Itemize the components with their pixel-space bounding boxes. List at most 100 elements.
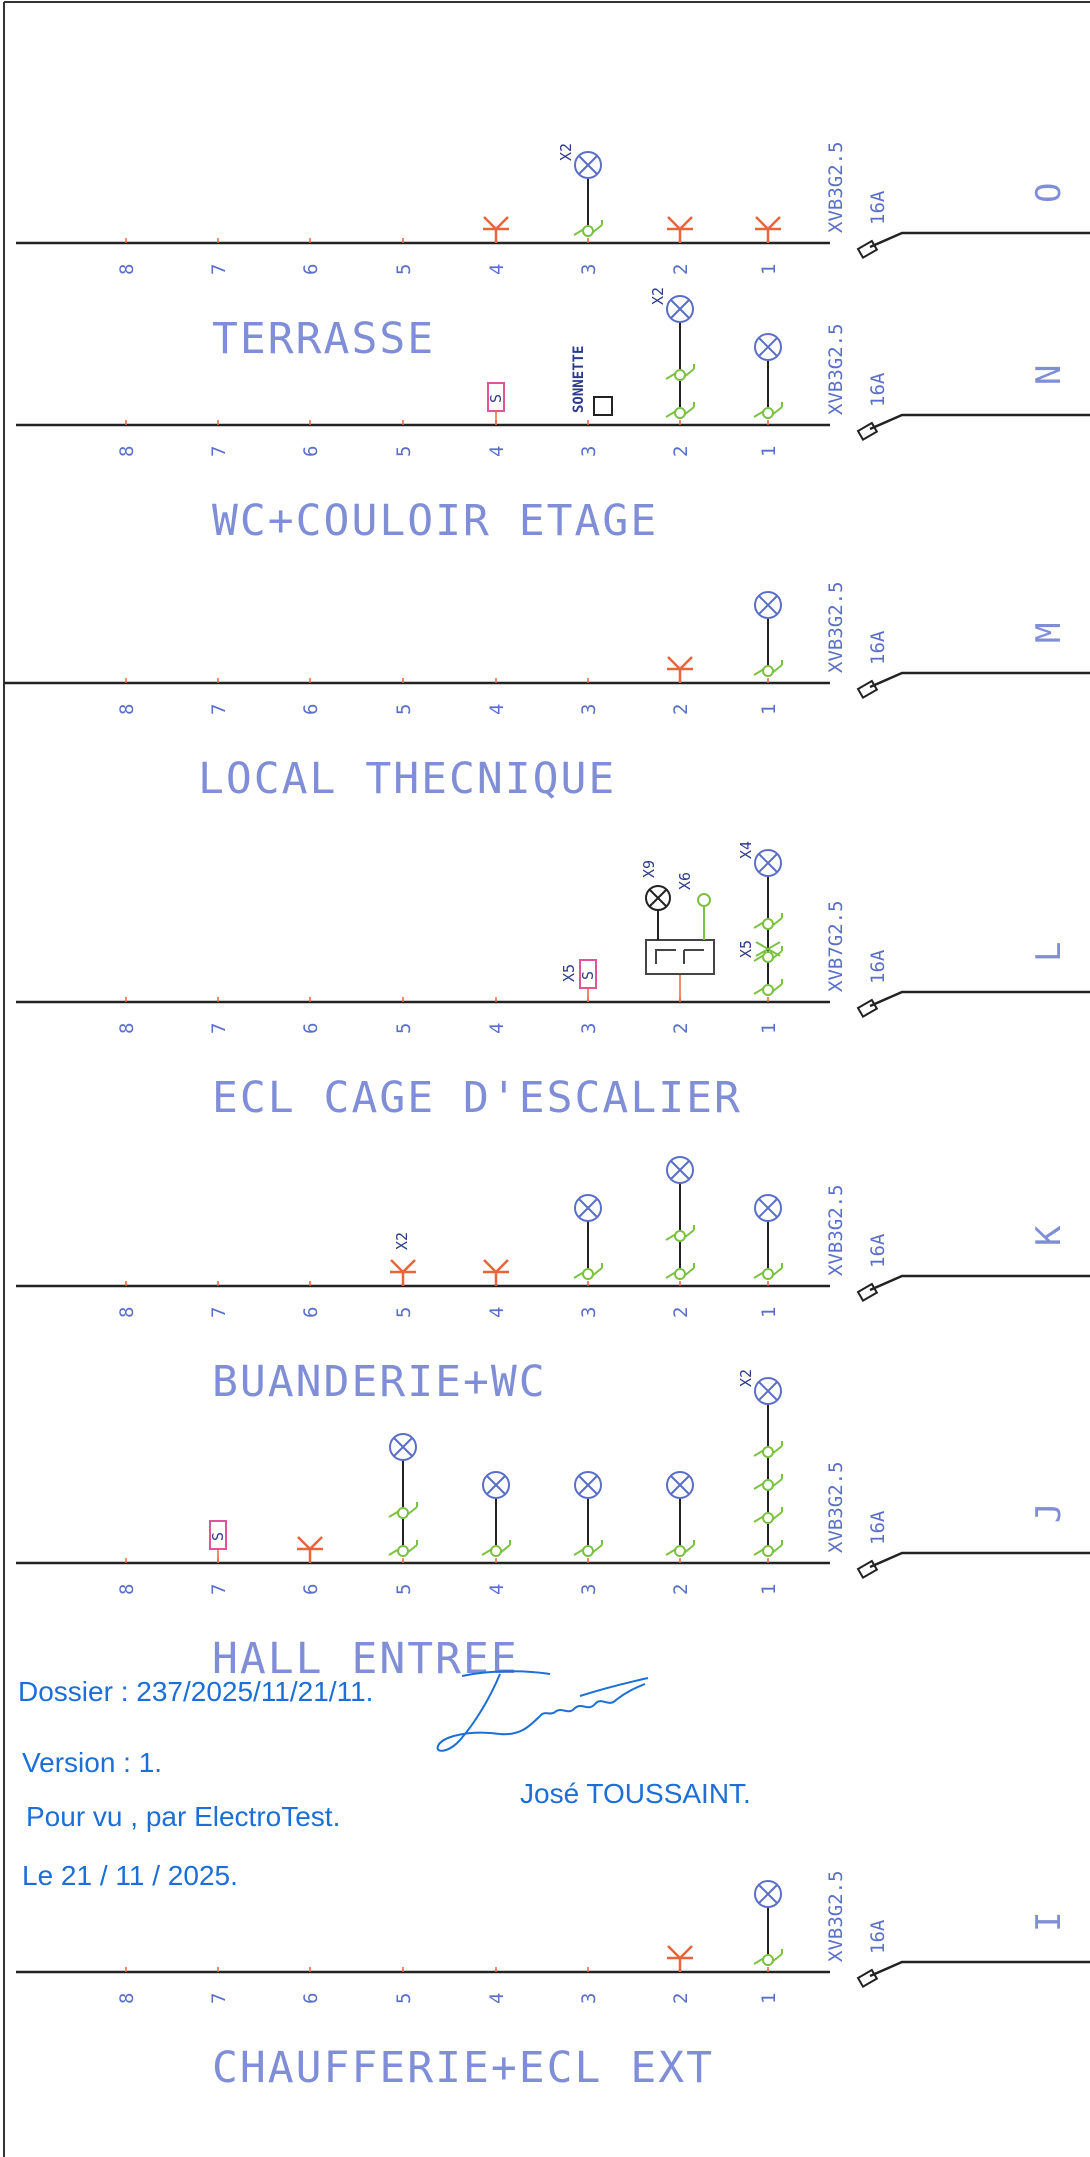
- socket-item: [667, 1945, 693, 1972]
- light-item: X2: [737, 1369, 783, 1557]
- socket-icon: [390, 1259, 416, 1286]
- switch-lever: [573, 1263, 603, 1279]
- breaker-icon: [856, 421, 879, 442]
- cable-label: XVB3G2.5: [825, 141, 847, 233]
- switch-lever: [753, 913, 783, 929]
- s-box-letter: S: [209, 1532, 227, 1541]
- position-number: 7: [208, 264, 230, 275]
- lamp-quantity-label: X4: [737, 841, 755, 859]
- lamp-cross: [758, 853, 778, 873]
- switch-lever: [573, 1540, 603, 1556]
- breaker-icon: [856, 1968, 879, 1989]
- pushbutton-icon: [697, 893, 711, 907]
- position-number: 2: [670, 1023, 692, 1034]
- switch-lever: [388, 1540, 418, 1556]
- switch-lever: [481, 1540, 511, 1556]
- socket-item: X2: [390, 1232, 416, 1286]
- position-number: 3: [578, 1993, 600, 2004]
- circuit-id-label: O: [1029, 183, 1069, 203]
- breaker-rating-label: 16A: [867, 372, 889, 407]
- position-number: 7: [208, 1023, 230, 1034]
- socket-icon: [667, 656, 693, 683]
- pushbutton-quantity-label: X6: [676, 872, 694, 890]
- socket-item: [483, 1259, 509, 1286]
- circuit-n: XVB3G2.5 16A N 1 2 3 4 5 6 7 8 WC+COULOIR ETAGE X2 SO…: [16, 287, 1090, 546]
- circuit-l: XVB7G2.5 16A L 1 2 3 4 5 6 7 8 ECL CAGE D'ESCALIER X…: [16, 841, 1090, 1123]
- switch-icon: [762, 918, 774, 930]
- switch-lever: [753, 1474, 783, 1490]
- position-number: 2: [670, 1993, 692, 2004]
- switch-lever: [753, 1441, 783, 1457]
- breaker-line: [869, 231, 1090, 249]
- s-box-letter: S: [487, 394, 505, 403]
- signature: [436, 1670, 649, 1752]
- position-number: 8: [116, 1993, 138, 2004]
- circuit-id-label: N: [1029, 365, 1069, 385]
- timer-lamp-quantity-label: X9: [640, 860, 658, 878]
- breaker-icon: [856, 679, 879, 700]
- position-number: 2: [670, 1307, 692, 1318]
- socket-item: [667, 656, 693, 683]
- position-number: 5: [393, 264, 415, 275]
- switch-icon: [397, 1507, 409, 1519]
- socket-icon: [483, 1259, 509, 1286]
- lamp-cross: [670, 1475, 690, 1495]
- cable-label: XVB3G2.5: [825, 1461, 847, 1553]
- circuit-title: WC+COULOIR ETAGE: [212, 496, 658, 546]
- lamp-cross: [578, 1198, 598, 1218]
- switch-icon: [762, 1268, 774, 1280]
- socket-icon: [483, 216, 509, 243]
- lamp-quantity-label: X2: [649, 287, 667, 305]
- circuit-title: BUANDERIE+WC: [212, 1357, 547, 1407]
- switch-icon: [582, 225, 594, 237]
- switch-icon: [762, 1954, 774, 1966]
- pour-vu-text: Pour vu , par ElectroTest.: [26, 1801, 341, 1832]
- position-number: 5: [393, 704, 415, 715]
- circuit-title: CHAUFFERIE+ECL EXT: [212, 2043, 714, 2093]
- position-number: 4: [486, 1307, 508, 1318]
- position-number: 3: [578, 264, 600, 275]
- position-number: 8: [116, 1307, 138, 1318]
- switch-icon: [762, 951, 774, 963]
- position-number: 3: [578, 446, 600, 457]
- breaker-line: [869, 1960, 1090, 1978]
- switch-lever: [665, 364, 695, 380]
- cable-label: XVB3G2.5: [825, 1184, 847, 1276]
- switch-icon: [674, 1545, 686, 1557]
- socket-icon: [297, 1536, 323, 1563]
- bell-icon: [593, 396, 613, 416]
- switch-icon: [674, 1268, 686, 1280]
- circuit-id-label: J: [1029, 1503, 1069, 1523]
- socket-item: [755, 216, 781, 243]
- switch-icon: [762, 984, 774, 996]
- circuit-id-label: M: [1029, 623, 1069, 643]
- switch-icon: [762, 665, 774, 677]
- cable-label: XVB3G2.5: [825, 1870, 847, 1962]
- switch-icon: [762, 1479, 774, 1491]
- position-number: 2: [670, 264, 692, 275]
- cable-label: XVB7G2.5: [825, 900, 847, 992]
- switch-lever: [753, 402, 783, 418]
- lamp-cross: [670, 299, 690, 319]
- position-number: 3: [578, 1307, 600, 1318]
- switch-lever: [665, 402, 695, 418]
- switch-lever: [753, 1540, 783, 1556]
- position-number: 4: [486, 446, 508, 457]
- breaker-rating-label: 16A: [867, 190, 889, 225]
- position-number: 8: [116, 264, 138, 275]
- s-box-quantity-label: X5: [560, 964, 578, 982]
- switch-icon: [490, 1545, 502, 1557]
- switch-icon: [674, 407, 686, 419]
- s-item: SX5: [560, 959, 597, 1002]
- cross-switch-quantity-label: X5: [737, 940, 755, 958]
- cable-label: XVB3G2.5: [825, 581, 847, 673]
- position-number: 6: [300, 1023, 322, 1034]
- position-number: 7: [208, 704, 230, 715]
- circuit-id-label: L: [1029, 942, 1069, 962]
- breaker-rating-label: 16A: [867, 1233, 889, 1268]
- light-item: [573, 1471, 603, 1557]
- position-number: 8: [116, 1023, 138, 1034]
- lamp-cross: [670, 1160, 690, 1180]
- position-number: 1: [758, 1307, 780, 1318]
